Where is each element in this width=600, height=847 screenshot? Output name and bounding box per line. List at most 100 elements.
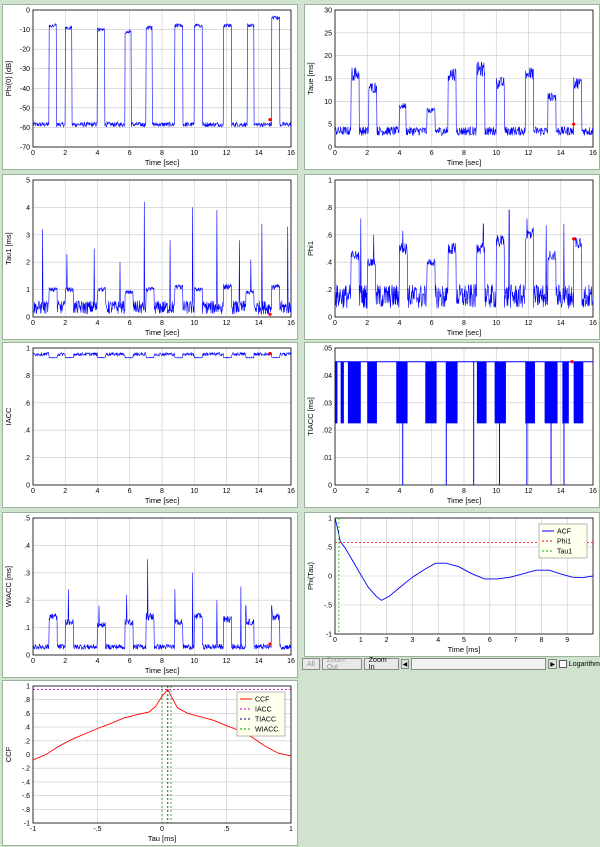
x-tick-label: 2 xyxy=(365,150,369,157)
plot-frame xyxy=(334,9,594,148)
y-tick-label: 0 xyxy=(26,752,30,759)
x-tick-label: 4 xyxy=(96,150,100,157)
x-tick-label: 5 xyxy=(462,637,466,644)
x-tick-label: 6 xyxy=(128,488,132,495)
y-tick-label: 2 xyxy=(26,260,30,267)
y-tick-label: 10 xyxy=(324,99,332,106)
y-tick-label: -30 xyxy=(20,66,30,73)
x-tick-label: 10 xyxy=(190,320,198,327)
x-tick-label: 1 xyxy=(289,826,293,833)
x-tick-label: 4 xyxy=(96,320,100,327)
zoom-in-button[interactable]: Zoom In xyxy=(363,657,399,671)
y-tick-label: -50 xyxy=(20,105,30,112)
x-tick-label: 12 xyxy=(223,150,231,157)
phi0-chart: 0 2 4 6 8 10 12 14 16 0 -10 -20 -30 -40 -50 -60 -70 Time … xyxy=(4,8,295,168)
y-tick-label: .2 xyxy=(24,598,30,605)
x-tick-label: 8 xyxy=(160,150,164,157)
x-tick-label: 16 xyxy=(287,658,295,665)
x-tick-label: 8 xyxy=(160,320,164,327)
y-tick-label: .2 xyxy=(24,455,30,462)
x-tick-label: 6 xyxy=(430,150,434,157)
y-tick-label: .6 xyxy=(24,711,30,718)
x-tick-label: 14 xyxy=(255,488,263,495)
y-tick-label: -70 xyxy=(20,145,30,152)
y-tick-label: .4 xyxy=(326,260,332,267)
y-tick-label: 0 xyxy=(26,653,30,660)
x-tick-label: 4 xyxy=(96,488,100,495)
x-tick-label: 10 xyxy=(190,150,198,157)
scroll-right-icon[interactable]: ▶ xyxy=(548,659,558,669)
y-tick-label: 0 xyxy=(328,574,332,581)
phi1-chart: 0 2 4 6 8 10 12 14 16 0 .2 .4 .6 .8 1 Time [sec] Phi1 xyxy=(306,178,597,338)
x-tick-label: 14 xyxy=(255,150,263,157)
x-tick-label: 10 xyxy=(190,658,198,665)
x-tick-label: 4 xyxy=(398,320,402,327)
wiacc-marker-point xyxy=(268,642,272,646)
y-tick-label: 5 xyxy=(328,122,332,129)
x-tick-label: 2 xyxy=(63,150,67,157)
ccf-chart: -1 -.5 0 .5 1 -1 -.8 -.6 -.4 -.2 0 .2 .4 .6 .8 1 Tau [ms… xyxy=(4,684,293,844)
y-tick-label: 1 xyxy=(328,516,332,523)
y-tick-label: .2 xyxy=(24,738,30,745)
tau1-marker-point xyxy=(268,312,272,316)
x-axis-label: Time [sec] xyxy=(447,158,481,167)
phi1-marker-point xyxy=(572,237,576,241)
y-tick-label: 1 xyxy=(26,346,30,353)
x-tick-label: 12 xyxy=(223,320,231,327)
y-axis-label: Phi1 xyxy=(306,241,315,256)
wiacc-chart-panel: 0 2 4 6 8 10 12 14 16 0 .1 .2 .3 .4 .5 Time [sec] WIACC … xyxy=(2,512,298,678)
x-tick-label: 4 xyxy=(96,658,100,665)
ccf-chart-panel: -1 -.5 0 .5 1 -1 -.8 -.6 -.4 -.2 0 .2 .4 .6 .8 1 Tau [ms… xyxy=(2,680,298,846)
legend-entry: Tau1 xyxy=(557,549,572,556)
y-tick-label: -10 xyxy=(20,27,30,34)
y-tick-label: .4 xyxy=(24,725,30,732)
x-tick-label: 4 xyxy=(398,150,402,157)
x-tick-label: 10 xyxy=(492,488,500,495)
x-tick-label: 16 xyxy=(589,320,597,327)
x-tick-label: 16 xyxy=(287,488,295,495)
tiacc-chart: 0 2 4 6 8 10 12 14 16 0 .01 .02 .03 .04 .05 Time [sec] T… xyxy=(306,346,597,506)
x-tick-label: 2 xyxy=(365,488,369,495)
x-tick-label: 14 xyxy=(255,658,263,665)
tiacc-bar xyxy=(347,361,361,424)
scroll-left-icon[interactable]: ◀ xyxy=(400,659,410,669)
y-tick-label: .04 xyxy=(322,373,332,380)
all-button[interactable]: All xyxy=(302,658,320,670)
x-tick-label: 8 xyxy=(462,150,466,157)
tiacc-bar xyxy=(335,361,338,424)
y-tick-label: 4 xyxy=(26,205,30,212)
taue-marker-point xyxy=(572,122,576,126)
iacc-marker-point xyxy=(268,351,272,356)
logarithm-checkbox[interactable] xyxy=(559,660,567,668)
x-tick-label: 8 xyxy=(160,658,164,665)
wiacc-chart: 0 2 4 6 8 10 12 14 16 0 .1 .2 .3 .4 .5 Time [sec] WIACC … xyxy=(4,516,295,676)
y-tick-label: 30 xyxy=(324,8,332,15)
y-tick-label: .02 xyxy=(322,428,332,435)
x-tick-label: 16 xyxy=(287,150,295,157)
tiacc-bar xyxy=(573,361,584,424)
x-axis-label: Time [sec] xyxy=(145,666,179,675)
horizontal-scrollbar[interactable] xyxy=(411,658,547,670)
tiacc-bar xyxy=(446,361,458,424)
phi0-marker-point xyxy=(268,118,272,122)
y-tick-label: .5 xyxy=(24,516,30,523)
tiacc-bar xyxy=(340,361,344,424)
y-tick-label: 0 xyxy=(26,483,30,490)
y-tick-label: .01 xyxy=(322,455,332,462)
y-tick-label: .05 xyxy=(322,346,332,353)
x-tick-label: 2 xyxy=(63,658,67,665)
x-tick-label: 10 xyxy=(190,488,198,495)
y-tick-label: -1 xyxy=(326,632,332,639)
y-tick-label: 15 xyxy=(324,76,332,83)
phi0-series-line xyxy=(33,15,291,128)
zoom-out-button[interactable]: Zoom Out xyxy=(321,657,362,671)
y-tick-label: -40 xyxy=(20,86,30,93)
x-tick-label: 8 xyxy=(539,637,543,644)
legend-entry: Phi1 xyxy=(557,539,571,546)
y-tick-label: 25 xyxy=(324,30,332,37)
x-tick-label: 4 xyxy=(398,488,402,495)
acf-chart-panel: 0 1 2 3 4 5 6 7 8 9 -1 -.5 0 .5 1 Time [ms] Phi(Tau) ACF P… xyxy=(304,512,600,657)
x-tick-label: 1 xyxy=(359,637,363,644)
x-axis-label: Time [sec] xyxy=(145,496,179,505)
